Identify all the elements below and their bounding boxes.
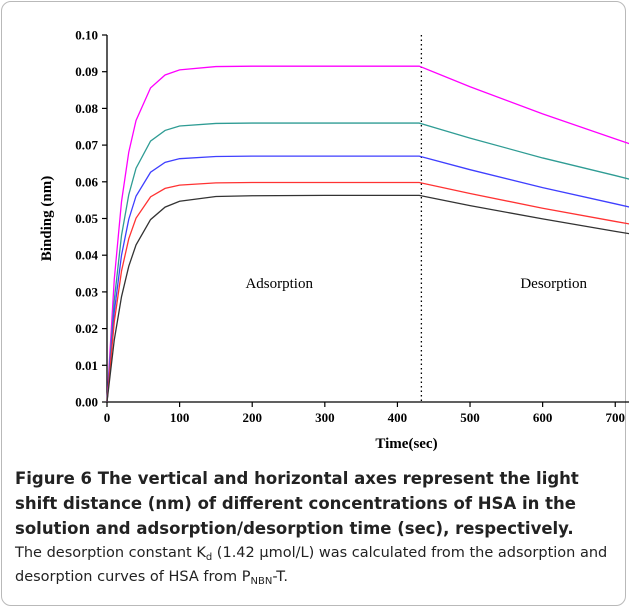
caption-label: Figure 6 <box>15 469 93 488</box>
y-tick-label: 0.06 <box>75 174 98 189</box>
phase-annotation: Desorption <box>520 276 587 292</box>
x-tick-label: 300 <box>315 410 335 425</box>
caption-title: The vertical and horizontal axes represe… <box>15 469 579 538</box>
caption-head: Figure 6 The vertical and horizontal axe… <box>15 466 615 541</box>
x-tick-label: 600 <box>533 410 553 425</box>
caption: Figure 6 The vertical and horizontal axe… <box>15 466 615 589</box>
series-line <box>106 194 629 403</box>
caption-subscript: NBN <box>250 576 273 587</box>
y-tick-label: 0.03 <box>75 284 98 299</box>
y-tick-label: 0.09 <box>75 64 98 79</box>
x-tick-label: 500 <box>460 410 480 425</box>
y-tick-label: 0.08 <box>75 101 98 116</box>
y-tick-label: 0.00 <box>75 395 98 410</box>
x-tick-label: 200 <box>242 410 262 425</box>
caption-text-part: -T. <box>272 569 288 585</box>
x-tick-label: 700 <box>605 410 625 425</box>
chart: 0.00 0.01 0.02 0.03 0.04 0.05 0.06 0.07 0.08 0.09… <box>39 28 629 452</box>
y-tick-label: 0.07 <box>75 138 98 153</box>
series-line <box>106 155 629 403</box>
caption-text-part: (1.42 μmol/L) was calculated from the ad… <box>15 545 608 585</box>
caption-subscript: d <box>205 552 213 563</box>
y-tick-label: 0.02 <box>75 321 98 336</box>
x-tick-label: 400 <box>388 410 408 425</box>
phase-annotation: Adsorption <box>245 276 313 292</box>
x-tick-label: 100 <box>170 410 190 425</box>
x-axis-title: Time(sec) <box>375 436 437 452</box>
y-tick-label: 0.01 <box>75 358 98 373</box>
y-tick-label: 0.05 <box>75 211 98 226</box>
y-axis-title: Binding (nm) <box>39 176 55 261</box>
series-line <box>106 122 629 403</box>
caption-text: The desorption constant Kd (1.42 μmol/L)… <box>15 541 615 589</box>
caption-text-part: The desorption constant K <box>15 545 206 561</box>
series-line <box>106 181 629 403</box>
y-tick-label: 0.04 <box>75 248 98 263</box>
y-tick-label: 0.10 <box>75 28 98 43</box>
series-line <box>106 65 629 403</box>
x-tick-label: 0 <box>104 410 111 425</box>
